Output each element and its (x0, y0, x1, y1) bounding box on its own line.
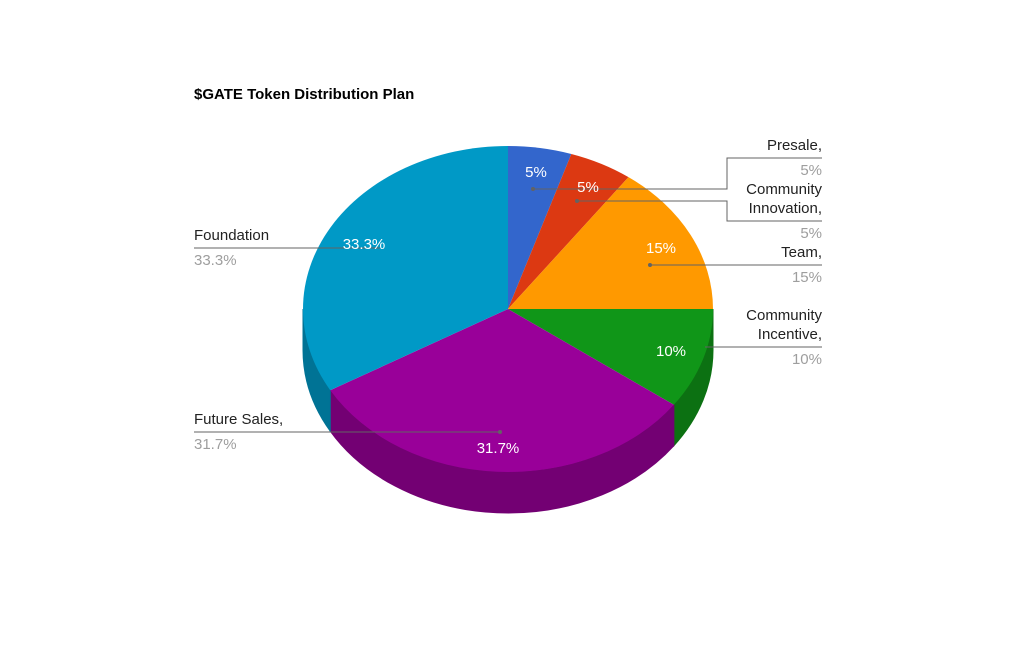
slice-name-labels: Presale, 5% Community Innovation, 5% Tea… (194, 137, 822, 453)
label-community-incentive-line1: Community (746, 307, 822, 324)
label-community-innovation-pct: 5% (800, 225, 822, 242)
leader-line-community-innovation (577, 200, 822, 222)
inslice-label-foundation: 33.3% (343, 236, 386, 253)
slice-community-incentive[interactable] (508, 309, 713, 405)
inslice-label-team: 15% (646, 240, 676, 257)
label-community-incentive-pct: 10% (792, 351, 822, 368)
label-future-sales-pct: 31.7% (194, 436, 237, 453)
label-foundation-pct: 33.3% (194, 252, 237, 269)
slice-presale[interactable] (508, 146, 572, 309)
pie-slices (303, 146, 713, 472)
label-future-sales: Future Sales, (194, 411, 283, 428)
leader-dot-future-sales (498, 430, 502, 434)
inslice-label-future-sales: 31.7% (477, 440, 520, 457)
inslice-label-community-incentive: 10% (656, 343, 686, 360)
label-community-innovation-line2: Innovation, (749, 200, 822, 217)
slice-value-labels: 5% 5% 15% 10% 31.7% 33.3% (343, 164, 686, 457)
label-foundation: Foundation (194, 227, 269, 244)
label-community-incentive-line2: Incentive, (758, 326, 822, 343)
label-team: Team, (781, 244, 822, 261)
leader-dot-team (648, 263, 652, 267)
slice-future-sales[interactable] (330, 309, 674, 472)
leader-dot-community-innovation (575, 199, 579, 203)
leader-lines (194, 157, 822, 434)
inslice-label-presale: 5% (525, 164, 547, 181)
label-team-pct: 15% (792, 269, 822, 286)
label-presale: Presale, (767, 137, 822, 154)
chart-title: $GATE Token Distribution Plan (194, 86, 414, 103)
leader-line-presale (533, 157, 822, 190)
label-community-innovation-line1: Community (746, 181, 822, 198)
inslice-label-community-innovation: 5% (577, 179, 599, 196)
slice-foundation[interactable] (303, 146, 508, 391)
leader-dot-presale (531, 187, 535, 191)
slice-team[interactable] (508, 177, 713, 309)
label-presale-pct: 5% (800, 162, 822, 179)
slice-community-innovation[interactable] (508, 153, 629, 309)
